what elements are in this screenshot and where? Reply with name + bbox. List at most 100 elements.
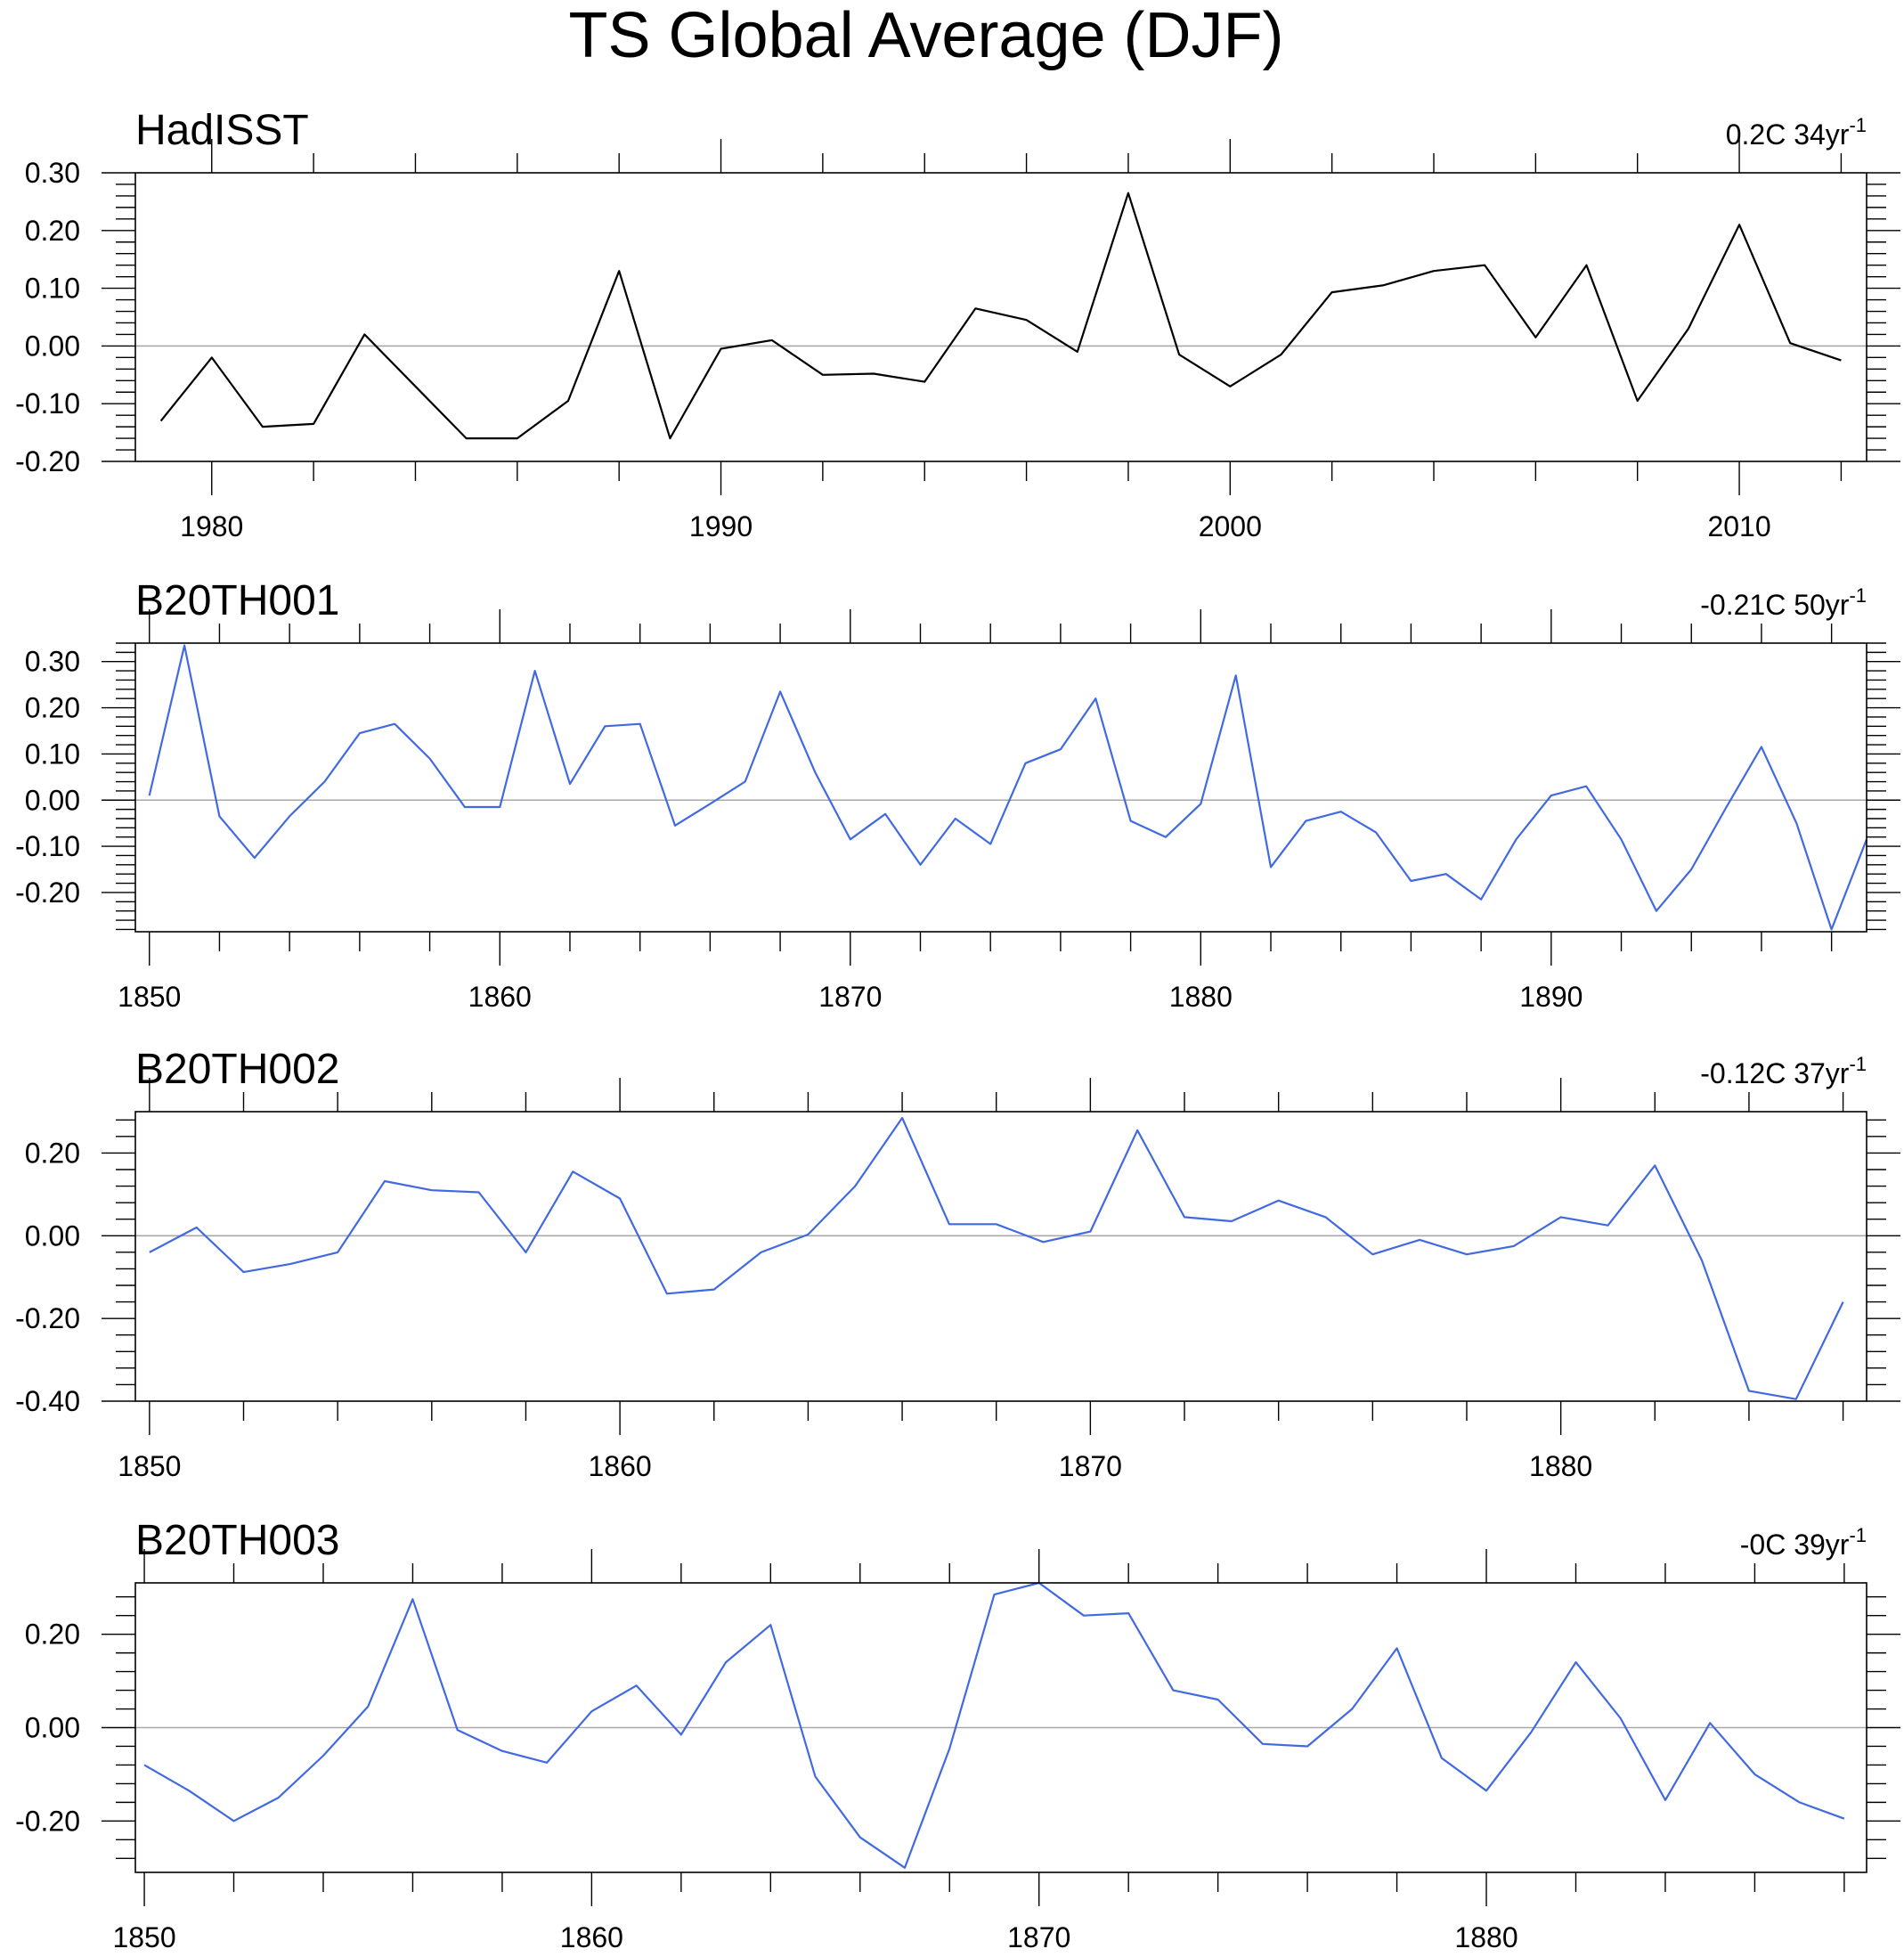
data-point: [147, 794, 151, 798]
x-tick-label: 1850: [112, 1921, 175, 1953]
data-point: [1700, 1259, 1705, 1263]
trend-label: -0.12C 37yr-1: [1700, 1053, 1867, 1089]
trend-label: -0C 39yr-1: [1740, 1524, 1867, 1561]
y-tick-label: 0.00: [25, 1712, 80, 1744]
panel-1: B20TH001 -0.21C 50yr-1 -0.20 -0.10 0.00 0.10 0…: [15, 577, 1900, 1013]
data-point: [1439, 1756, 1444, 1760]
data-point: [382, 1179, 386, 1184]
data-point: [1686, 326, 1690, 330]
data-point: [362, 332, 367, 337]
data-point: [1534, 335, 1538, 339]
data-point: [533, 669, 537, 673]
data-point: [1511, 1244, 1516, 1248]
data-point: [1574, 1660, 1578, 1665]
panel-3: B20TH003 -0C 39yr-1 -0.20 0.00 0.20 1850 1860 1…: [15, 1517, 1900, 1953]
data-point: [759, 1250, 763, 1254]
data-point: [1075, 349, 1079, 354]
data-point: [1371, 1252, 1375, 1257]
data-point: [1023, 761, 1028, 765]
data-point: [1689, 868, 1694, 872]
data-point: [848, 837, 852, 842]
data-point: [1432, 269, 1436, 273]
data-point: [515, 436, 519, 441]
panel-title: B20TH002: [135, 1046, 339, 1093]
data-point: [411, 1597, 415, 1602]
data-point: [664, 1292, 669, 1296]
data-point: [1330, 290, 1334, 295]
data-point: [1753, 1772, 1757, 1776]
x-tick-label: 1870: [1007, 1921, 1070, 1953]
data-point: [1094, 697, 1098, 701]
data-point: [769, 338, 774, 342]
series-line: [159, 192, 1842, 440]
data-point: [393, 722, 397, 726]
data-point: [1606, 1223, 1610, 1227]
trend-exponent: -1: [1849, 114, 1867, 136]
data-point: [1788, 341, 1793, 346]
data-point: [806, 1232, 810, 1236]
data-point: [217, 814, 222, 819]
x-tick-label: 1980: [180, 510, 243, 542]
data-point: [813, 771, 818, 775]
data-point: [1619, 837, 1623, 842]
x-tick-label: 1880: [1454, 1921, 1518, 1953]
x-tick-label: 1870: [818, 981, 882, 1013]
data-point: [183, 643, 187, 648]
data-point: [476, 1190, 481, 1195]
trend-value: -0.21C 50yr: [1700, 589, 1850, 621]
data-point: [1041, 1240, 1046, 1244]
data-point: [1228, 384, 1233, 388]
data-point: [1444, 872, 1448, 877]
data-point: [618, 1196, 622, 1201]
data-point: [366, 1704, 370, 1708]
data-point: [992, 1593, 997, 1597]
trend-label: -0.21C 50yr-1: [1700, 584, 1867, 621]
plot-frame: [134, 1111, 1867, 1402]
data-point: [872, 371, 876, 376]
data-point: [462, 805, 467, 810]
data-point: [429, 1188, 434, 1193]
x-tick-label: 1850: [118, 981, 181, 1013]
data-point: [1794, 821, 1799, 826]
data-point: [617, 269, 622, 273]
data-point: [1485, 1789, 1489, 1793]
x-tick-label: 1850: [118, 1450, 181, 1482]
y-tick-label: -0.10: [15, 830, 80, 862]
plot-frame: [134, 642, 1867, 933]
data-point: [1276, 1198, 1281, 1203]
x-tick-label: 1880: [1169, 981, 1233, 1013]
panels-group: HadISST 0.2C 34yr-1-0.20-0.100.000.100.20…: [15, 107, 1900, 1953]
data-point: [1306, 1744, 1310, 1749]
data-point: [1829, 927, 1834, 932]
data-point: [1350, 1707, 1355, 1711]
y-tick-label: -0.20: [15, 877, 80, 909]
y-tick-label: -0.20: [15, 445, 80, 477]
data-point: [241, 1270, 246, 1275]
data-point: [357, 731, 362, 736]
data-point: [464, 436, 468, 441]
data-point: [1653, 1163, 1657, 1168]
data-point: [1183, 1215, 1187, 1219]
data-point: [820, 372, 825, 377]
data-point: [1127, 1611, 1131, 1616]
data-point: [1558, 1215, 1563, 1219]
trend-exponent: -1: [1849, 1053, 1867, 1075]
y-tick-label: 0.00: [25, 784, 80, 816]
data-point: [724, 1660, 728, 1665]
data-point: [321, 1753, 325, 1757]
data-point: [1409, 878, 1413, 883]
data-point: [1529, 1730, 1534, 1734]
series-line: [148, 644, 1868, 931]
data-point: [638, 722, 642, 726]
data-point: [312, 421, 316, 426]
y-tick-label: 0.30: [25, 157, 80, 189]
y-tick-label: -0.40: [15, 1385, 80, 1417]
plot-frame: [134, 172, 1867, 462]
data-point: [1759, 745, 1763, 749]
data-point: [500, 1749, 504, 1753]
data-point: [719, 347, 723, 351]
x-tick-label: 1890: [1519, 981, 1583, 1013]
data-point: [1338, 810, 1343, 814]
data-point: [1395, 1646, 1399, 1651]
